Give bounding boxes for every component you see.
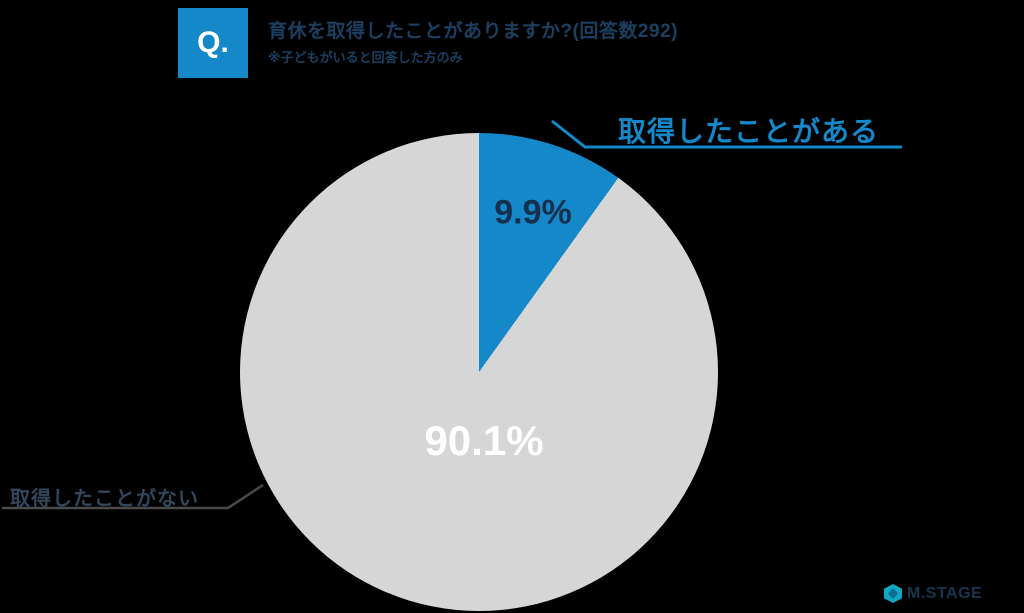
mstage-logo-text: M.STAGE [907, 584, 983, 602]
q-badge-label: Q. [197, 26, 229, 59]
question-note: ※子どもがいると回答した方のみ [268, 50, 463, 65]
question-title: 育休を取得したことがありますか?(回答数292) [268, 21, 678, 42]
pie-label-not-taken: 90.1% [424, 417, 544, 464]
pie-label-taken: 9.9% [494, 193, 572, 232]
mstage-logo-icon [884, 584, 902, 603]
pie-chart [240, 133, 718, 611]
mstage-logo: M.STAGE [884, 584, 982, 603]
mstage-logo-icon-inner [888, 588, 898, 599]
callout-not-taken-label: 取得したことがない [10, 488, 199, 510]
callout-taken-label: 取得したことがある [618, 116, 880, 147]
q-badge: Q. [178, 8, 248, 78]
